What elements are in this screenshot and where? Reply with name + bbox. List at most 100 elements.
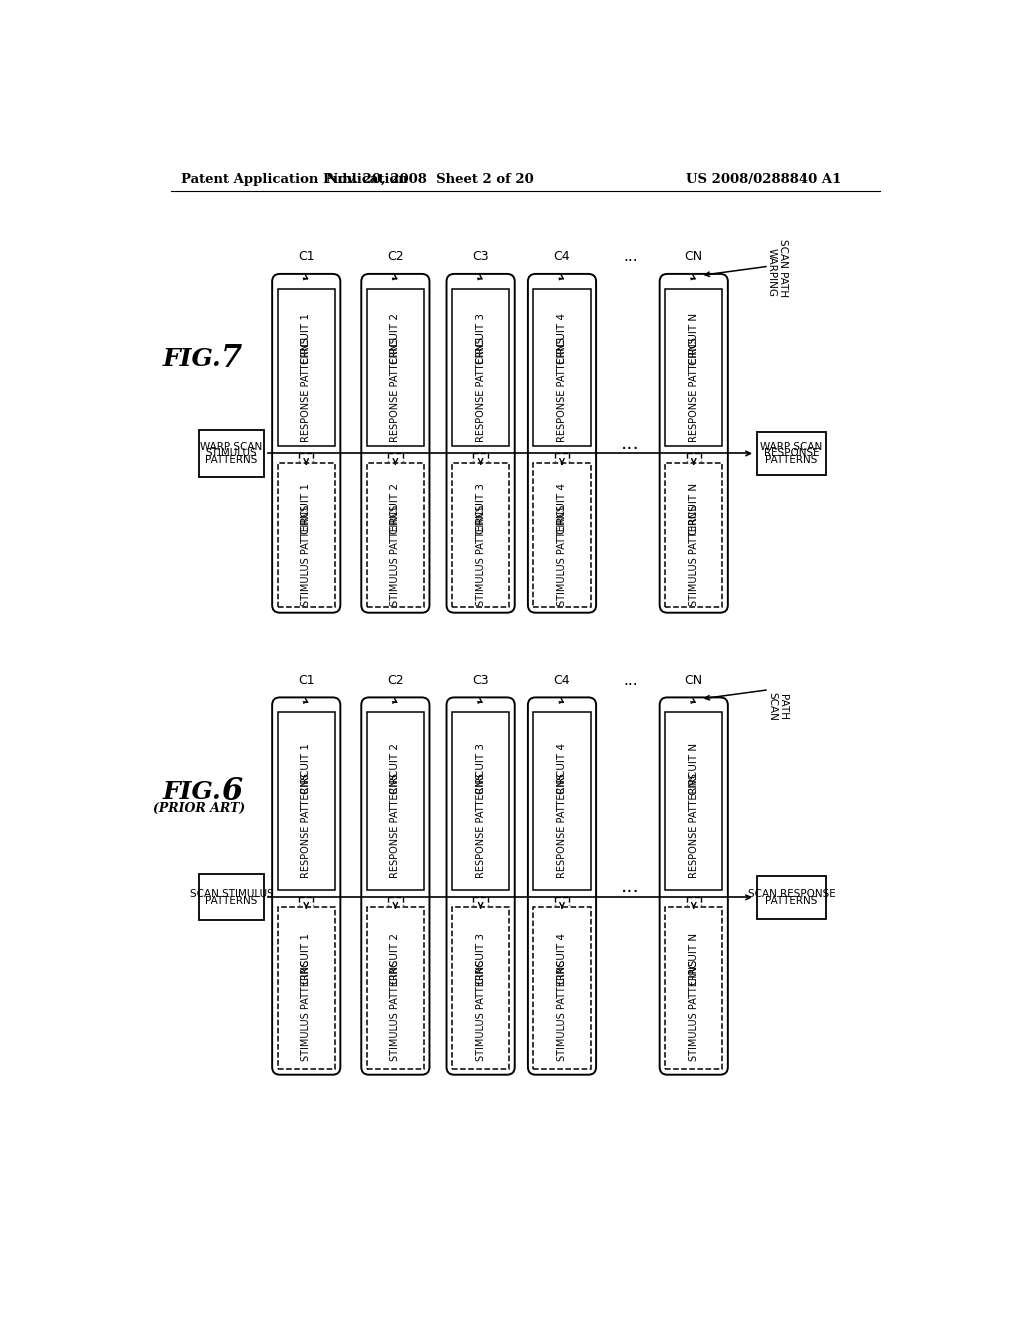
Text: C2: C2	[387, 675, 403, 686]
FancyBboxPatch shape	[278, 711, 335, 890]
Text: SCAN RESPONSE: SCAN RESPONSE	[748, 888, 836, 899]
Text: CIRCUIT N: CIRCUIT N	[689, 743, 698, 795]
Text: RESPONSE PATTERNS: RESPONSE PATTERNS	[390, 774, 400, 878]
Text: CIRCUIT N: CIRCUIT N	[689, 483, 698, 535]
Text: PATTERNS: PATTERNS	[205, 896, 258, 906]
FancyBboxPatch shape	[665, 711, 722, 890]
Text: C1: C1	[298, 251, 314, 264]
Text: STIMULUS PATTERNS: STIMULUS PATTERNS	[475, 504, 485, 606]
FancyBboxPatch shape	[659, 697, 728, 1074]
Text: CIRCUIT 2: CIRCUIT 2	[390, 743, 400, 795]
FancyBboxPatch shape	[367, 289, 424, 446]
Text: RESPONSE PATTERNS: RESPONSE PATTERNS	[475, 774, 485, 878]
Text: CIRCUIT 3: CIRCUIT 3	[475, 743, 485, 795]
Text: CIRCUIT 1: CIRCUIT 1	[301, 483, 311, 535]
Text: PATTERNS: PATTERNS	[765, 896, 817, 906]
Text: PATTERNS: PATTERNS	[765, 455, 817, 466]
FancyBboxPatch shape	[278, 463, 335, 607]
Text: C4: C4	[554, 251, 570, 264]
Text: C3: C3	[472, 251, 488, 264]
Text: (PRIOR ART): (PRIOR ART)	[154, 803, 246, 816]
Text: ...: ...	[621, 434, 640, 453]
Text: STIMULUS: STIMULUS	[206, 449, 257, 458]
FancyBboxPatch shape	[528, 697, 596, 1074]
Text: PATH: PATH	[778, 694, 787, 721]
Text: STIMULUS PATTERNS: STIMULUS PATTERNS	[475, 960, 485, 1061]
FancyBboxPatch shape	[452, 711, 509, 890]
Text: RESPONSE PATTERNS: RESPONSE PATTERNS	[390, 337, 400, 442]
FancyBboxPatch shape	[272, 275, 340, 612]
FancyBboxPatch shape	[534, 463, 591, 607]
FancyBboxPatch shape	[361, 697, 429, 1074]
Text: CIRCUIT 2: CIRCUIT 2	[390, 483, 400, 535]
Text: ...: ...	[623, 249, 638, 264]
Text: SCAN PATH: SCAN PATH	[778, 239, 787, 297]
Text: PATTERNS: PATTERNS	[205, 455, 258, 466]
Text: RESPONSE PATTERNS: RESPONSE PATTERNS	[689, 774, 698, 878]
Text: C1: C1	[298, 675, 314, 686]
FancyBboxPatch shape	[665, 463, 722, 607]
Text: CIRCUIT 2: CIRCUIT 2	[390, 933, 400, 985]
FancyBboxPatch shape	[446, 275, 515, 612]
Text: SCAN: SCAN	[767, 692, 777, 721]
Text: STIMULUS PATTERNS: STIMULUS PATTERNS	[689, 960, 698, 1061]
FancyBboxPatch shape	[272, 697, 340, 1074]
Text: FIG.: FIG.	[162, 347, 221, 371]
Text: RESPONSE PATTERNS: RESPONSE PATTERNS	[475, 337, 485, 442]
Text: C4: C4	[554, 675, 570, 686]
Text: 7: 7	[221, 343, 243, 374]
FancyBboxPatch shape	[757, 876, 826, 919]
FancyBboxPatch shape	[757, 432, 826, 475]
Text: 6: 6	[221, 776, 243, 808]
Text: Nov. 20, 2008  Sheet 2 of 20: Nov. 20, 2008 Sheet 2 of 20	[327, 173, 535, 186]
Text: RESPONSE: RESPONSE	[764, 449, 819, 458]
Text: CIRCUIT 4: CIRCUIT 4	[557, 313, 567, 364]
FancyBboxPatch shape	[367, 463, 424, 607]
Text: CIRCUIT N: CIRCUIT N	[689, 313, 698, 364]
Text: CIRCUIT 1: CIRCUIT 1	[301, 933, 311, 985]
Text: STIMULUS PATTERNS: STIMULUS PATTERNS	[689, 504, 698, 606]
Text: ...: ...	[621, 876, 640, 895]
Text: RESPONSE PATTERNS: RESPONSE PATTERNS	[301, 337, 311, 442]
Text: CN: CN	[685, 251, 702, 264]
Text: CIRCUIT 1: CIRCUIT 1	[301, 743, 311, 795]
Text: WARP SCAN: WARP SCAN	[201, 441, 262, 451]
FancyBboxPatch shape	[199, 430, 264, 477]
FancyBboxPatch shape	[659, 275, 728, 612]
Text: ...: ...	[623, 673, 638, 688]
FancyBboxPatch shape	[452, 289, 509, 446]
Text: RESPONSE PATTERNS: RESPONSE PATTERNS	[557, 337, 567, 442]
Text: CIRCUIT 4: CIRCUIT 4	[557, 483, 567, 535]
FancyBboxPatch shape	[534, 711, 591, 890]
Text: STIMULUS PATTERNS: STIMULUS PATTERNS	[301, 960, 311, 1061]
Text: SCAN STIMULUS: SCAN STIMULUS	[189, 888, 273, 899]
FancyBboxPatch shape	[665, 907, 722, 1069]
Text: RESPONSE PATTERNS: RESPONSE PATTERNS	[557, 774, 567, 878]
Text: STIMULUS PATTERNS: STIMULUS PATTERNS	[301, 504, 311, 606]
FancyBboxPatch shape	[452, 907, 509, 1069]
Text: CIRCUIT 4: CIRCUIT 4	[557, 743, 567, 795]
Text: CN: CN	[685, 675, 702, 686]
Text: STIMULUS PATTERNS: STIMULUS PATTERNS	[557, 504, 567, 606]
Text: CIRCUIT 1: CIRCUIT 1	[301, 313, 311, 364]
Text: RESPONSE PATTERNS: RESPONSE PATTERNS	[301, 774, 311, 878]
Text: WARP SCAN: WARP SCAN	[760, 441, 822, 451]
Text: STIMULUS PATTERNS: STIMULUS PATTERNS	[557, 960, 567, 1061]
Text: C3: C3	[472, 675, 488, 686]
Text: CIRCUIT 3: CIRCUIT 3	[475, 313, 485, 364]
Text: Patent Application Publication: Patent Application Publication	[180, 173, 408, 186]
Text: CIRCUIT 3: CIRCUIT 3	[475, 933, 485, 985]
FancyBboxPatch shape	[367, 711, 424, 890]
FancyBboxPatch shape	[367, 907, 424, 1069]
FancyBboxPatch shape	[278, 289, 335, 446]
FancyBboxPatch shape	[278, 907, 335, 1069]
Text: CIRCUIT 4: CIRCUIT 4	[557, 933, 567, 985]
Text: US 2008/0288840 A1: US 2008/0288840 A1	[686, 173, 842, 186]
FancyBboxPatch shape	[361, 275, 429, 612]
Text: CIRCUIT 3: CIRCUIT 3	[475, 483, 485, 535]
FancyBboxPatch shape	[446, 697, 515, 1074]
Text: CIRCUIT 2: CIRCUIT 2	[390, 313, 400, 364]
FancyBboxPatch shape	[534, 289, 591, 446]
FancyBboxPatch shape	[199, 874, 264, 920]
FancyBboxPatch shape	[665, 289, 722, 446]
